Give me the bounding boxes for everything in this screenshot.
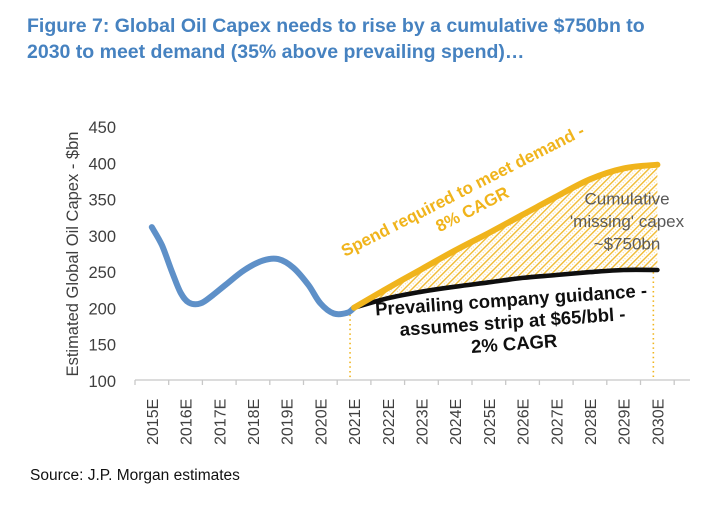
axes bbox=[134, 379, 690, 385]
y-tick-label: 150 bbox=[88, 337, 116, 355]
x-tick-label: 2026E bbox=[516, 399, 533, 445]
y-tick-label: 450 bbox=[88, 119, 116, 137]
x-tick-label: 2029E bbox=[617, 399, 634, 445]
x-tick-label: 2025E bbox=[482, 399, 499, 445]
y-tick-label: 350 bbox=[88, 192, 116, 210]
x-tick-label: 2027E bbox=[549, 399, 566, 445]
y-tick-label: 200 bbox=[88, 300, 116, 318]
figure-title: Figure 7: Global Oil Capex needs to rise… bbox=[27, 13, 687, 65]
blue-capex-line bbox=[148, 224, 358, 318]
x-tick-label: 2024E bbox=[448, 399, 465, 445]
cumulative-missing-label: Cumulative 'missing' capex ~$750bn bbox=[570, 190, 685, 254]
x-tick-label: 2016E bbox=[179, 399, 196, 445]
y-tick-label: 400 bbox=[88, 155, 116, 173]
cumulative-missing-label-line3: ~$750bn bbox=[594, 235, 661, 254]
cumulative-missing-label-line1: Cumulative bbox=[584, 190, 669, 209]
x-tick-label: 2018E bbox=[246, 399, 263, 445]
figure-title-line1: Figure 7: Global Oil Capex needs to rise… bbox=[27, 15, 645, 37]
guidance-line bbox=[351, 267, 660, 310]
dotted-guide-lines bbox=[349, 272, 655, 379]
x-tick-label: 2020E bbox=[313, 399, 330, 445]
y-axis-title: Estimated Global Oil Capex - $bn bbox=[64, 132, 82, 377]
x-tick-label: 2022E bbox=[381, 399, 398, 445]
source-note: Source: J.P. Morgan estimates bbox=[30, 467, 240, 484]
axis-labels: 100 150 200 250 300 350 400 450 Estimated Global… bbox=[64, 119, 667, 445]
y-tick-label: 250 bbox=[88, 264, 116, 282]
x-tick-label: 2021E bbox=[347, 399, 364, 445]
x-tick-label: 2015E bbox=[145, 399, 162, 445]
x-tick-label: 2017E bbox=[212, 399, 229, 445]
x-tick-label: 2023E bbox=[414, 399, 431, 445]
cumulative-missing-label-line2: 'missing' capex bbox=[570, 212, 685, 231]
series-lines bbox=[148, 161, 661, 318]
y-tick-label: 300 bbox=[88, 228, 116, 246]
figure-title-line2: 2030 to meet demand (35% above prevailin… bbox=[27, 41, 525, 63]
x-tick-label: 2028E bbox=[583, 399, 600, 445]
x-tick-label: 2019E bbox=[280, 399, 297, 445]
x-tick-label: 2030E bbox=[650, 399, 667, 445]
y-tick-label: 100 bbox=[88, 373, 116, 391]
required-spend-line bbox=[351, 161, 661, 311]
